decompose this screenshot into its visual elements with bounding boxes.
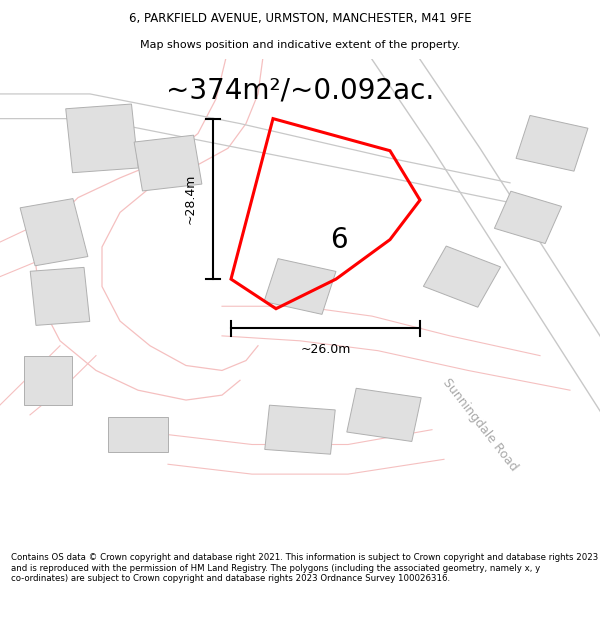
Text: Map shows position and indicative extent of the property.: Map shows position and indicative extent… [140,41,460,51]
Polygon shape [24,356,72,405]
Text: Sunningdale Road: Sunningdale Road [440,376,520,474]
Text: 6: 6 [330,226,348,254]
Polygon shape [494,191,562,244]
Text: ~374m²/~0.092ac.: ~374m²/~0.092ac. [166,77,434,104]
Polygon shape [108,418,168,452]
Polygon shape [424,246,500,308]
Polygon shape [264,259,336,314]
Text: Contains OS data © Crown copyright and database right 2021. This information is : Contains OS data © Crown copyright and d… [11,553,598,583]
Text: ~28.4m: ~28.4m [183,174,196,224]
Polygon shape [134,135,202,191]
Polygon shape [20,199,88,266]
Polygon shape [265,405,335,454]
Polygon shape [66,104,138,172]
Text: ~26.0m: ~26.0m [301,343,350,356]
Polygon shape [516,116,588,171]
Polygon shape [30,268,90,326]
Text: 6, PARKFIELD AVENUE, URMSTON, MANCHESTER, M41 9FE: 6, PARKFIELD AVENUE, URMSTON, MANCHESTER… [128,12,472,25]
Polygon shape [347,388,421,441]
